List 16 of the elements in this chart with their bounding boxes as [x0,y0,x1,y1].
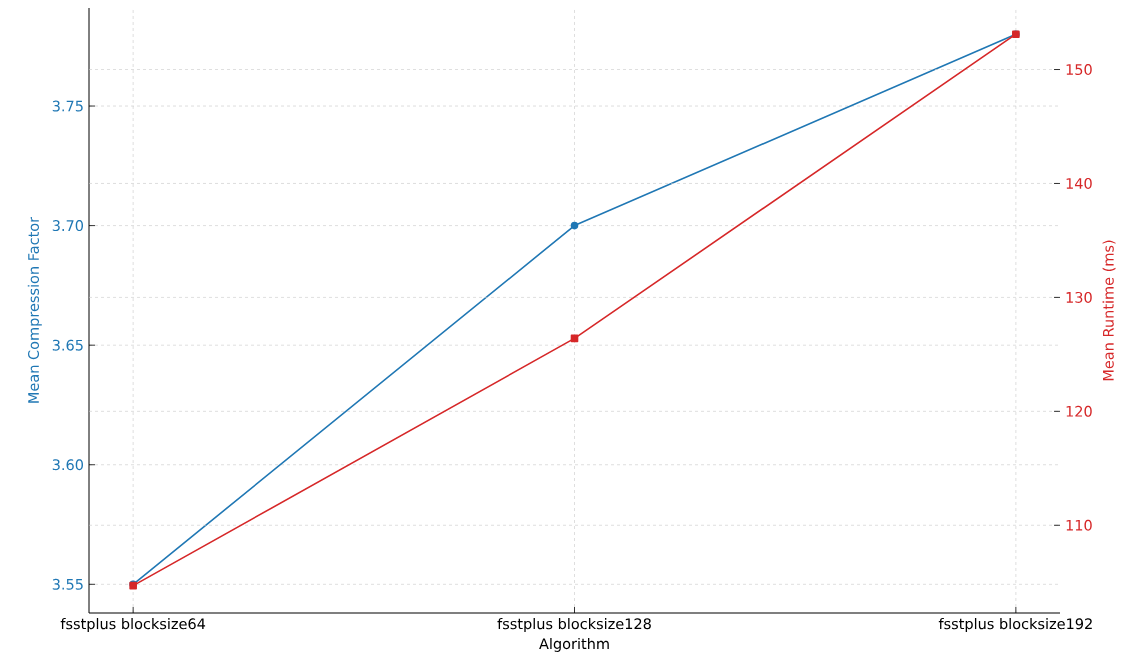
y2-tick-label: 120 [1066,405,1092,417]
x-tick-label: fsstplus blocksize128 [497,618,651,633]
y-tick-label: 3.55 [52,578,83,590]
y-tick-label: 3.75 [52,100,83,112]
y2-tick-label: 130 [1066,291,1092,303]
y-tick-label: 3.60 [52,459,84,471]
x-axis-title: Algorithm [539,637,609,652]
y2-axis-title: Mean Runtime (ms) [1102,240,1116,381]
x-tick-label: fsstplus blocksize192 [938,618,1092,633]
y-tick-label: 3.70 [52,220,84,232]
y-axis-title: Mean Compression Factor [27,216,42,403]
y2-tick-label: 140 [1066,177,1092,189]
y2-tick-label: 150 [1066,64,1092,75]
y-tick-label: 3.65 [52,339,83,351]
x-tick-label: fsstplus blocksize64 [60,618,206,633]
y2-tick-label: 110 [1066,519,1092,531]
